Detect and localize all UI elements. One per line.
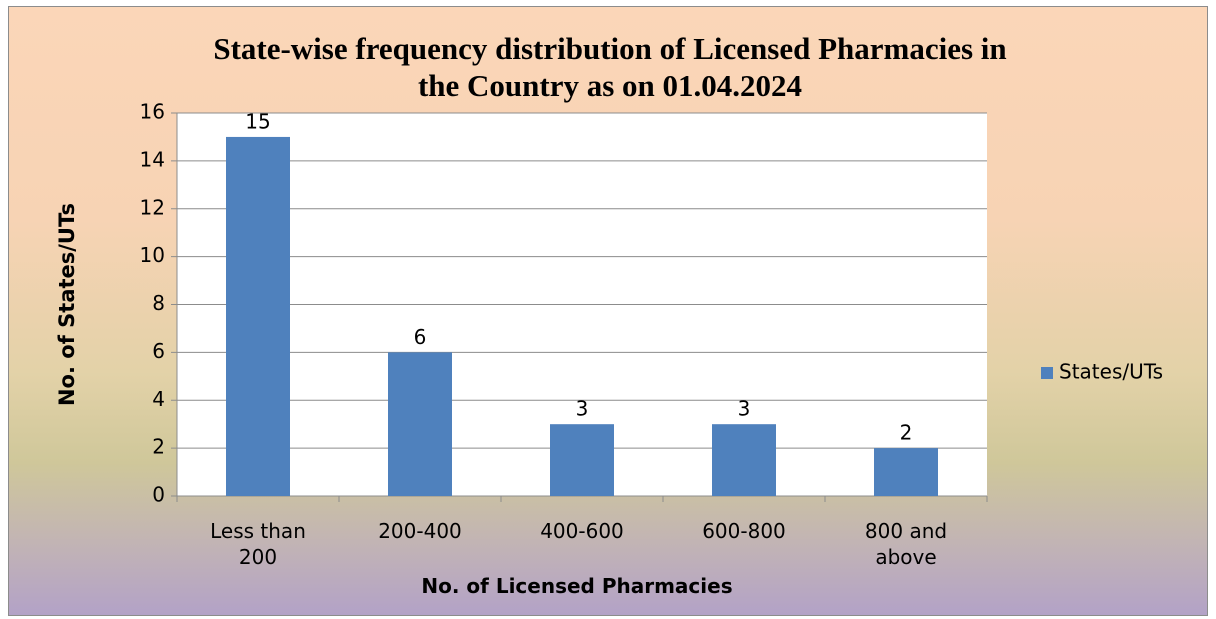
bar	[226, 136, 290, 496]
x-tick-label: 400-600	[540, 519, 624, 543]
y-tick-label: 8	[152, 291, 165, 315]
x-tick-label: 800 and above	[864, 519, 948, 569]
data-label: 3	[738, 397, 751, 421]
legend-swatch	[1041, 367, 1053, 379]
y-tick-label: 0	[152, 483, 165, 507]
y-tick-label: 16	[140, 100, 165, 124]
data-label: 3	[576, 397, 589, 421]
y-tick-label: 14	[140, 147, 165, 171]
data-label: 15	[245, 109, 270, 133]
x-tick-label: Less than 200	[210, 519, 306, 569]
y-axis-label: No. of States/UTs	[55, 203, 79, 406]
bar	[712, 424, 776, 496]
y-tick-label: 12	[140, 195, 165, 219]
bar	[874, 448, 938, 496]
x-tick-label: 600-800	[702, 519, 786, 543]
x-tick-label: 200-400	[378, 519, 462, 543]
y-tick-label: 4	[152, 387, 165, 411]
bar	[550, 424, 614, 496]
data-label: 2	[900, 421, 913, 445]
data-label: 6	[414, 325, 427, 349]
bar	[388, 352, 452, 496]
chart-title: State-wise frequency distribution of Lic…	[213, 31, 1007, 103]
y-tick-label: 6	[152, 339, 165, 363]
x-axis-label: No. of Licensed Pharmacies	[421, 574, 733, 598]
legend-label: States/UTs	[1059, 360, 1163, 384]
y-tick-label: 10	[140, 243, 165, 267]
y-tick-label: 2	[152, 435, 165, 459]
